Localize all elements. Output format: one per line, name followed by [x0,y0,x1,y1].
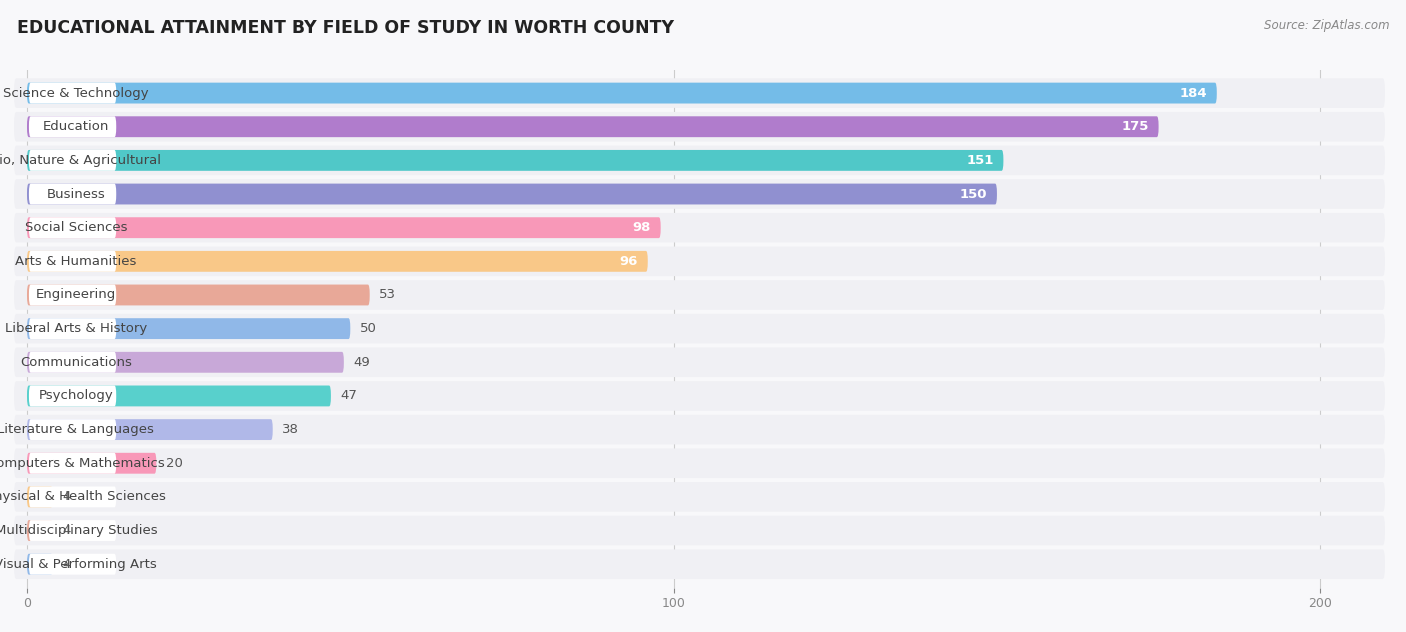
FancyBboxPatch shape [30,453,117,473]
FancyBboxPatch shape [14,179,1385,209]
FancyBboxPatch shape [30,184,117,205]
FancyBboxPatch shape [14,482,1385,512]
Text: Education: Education [42,120,110,133]
Text: 184: 184 [1180,87,1208,100]
FancyBboxPatch shape [27,251,648,272]
FancyBboxPatch shape [30,150,117,171]
Text: Social Sciences: Social Sciences [24,221,127,234]
FancyBboxPatch shape [27,352,344,373]
Text: 4: 4 [62,524,70,537]
Text: 53: 53 [380,288,396,301]
Text: Physical & Health Sciences: Physical & Health Sciences [0,490,166,504]
FancyBboxPatch shape [14,280,1385,310]
Text: Literature & Languages: Literature & Languages [0,423,155,436]
Text: 49: 49 [353,356,370,369]
FancyBboxPatch shape [30,284,117,305]
FancyBboxPatch shape [27,487,53,507]
FancyBboxPatch shape [30,251,117,272]
FancyBboxPatch shape [30,386,117,406]
Text: Business: Business [46,188,105,200]
FancyBboxPatch shape [30,83,117,104]
FancyBboxPatch shape [14,415,1385,444]
Text: 175: 175 [1122,120,1149,133]
Text: 98: 98 [633,221,651,234]
Text: 96: 96 [620,255,638,268]
FancyBboxPatch shape [14,449,1385,478]
FancyBboxPatch shape [27,217,661,238]
Text: 20: 20 [166,457,183,470]
Text: Arts & Humanities: Arts & Humanities [15,255,136,268]
Text: EDUCATIONAL ATTAINMENT BY FIELD OF STUDY IN WORTH COUNTY: EDUCATIONAL ATTAINMENT BY FIELD OF STUDY… [17,19,673,37]
Text: 38: 38 [283,423,299,436]
FancyBboxPatch shape [14,348,1385,377]
Text: Bio, Nature & Agricultural: Bio, Nature & Agricultural [0,154,162,167]
FancyBboxPatch shape [14,246,1385,276]
FancyBboxPatch shape [30,554,117,574]
Text: Psychology: Psychology [38,389,114,403]
FancyBboxPatch shape [14,213,1385,243]
FancyBboxPatch shape [14,549,1385,579]
FancyBboxPatch shape [27,150,1004,171]
FancyBboxPatch shape [27,83,1216,104]
FancyBboxPatch shape [14,314,1385,343]
FancyBboxPatch shape [27,318,350,339]
Text: 50: 50 [360,322,377,335]
FancyBboxPatch shape [30,520,117,541]
Text: Visual & Performing Arts: Visual & Performing Arts [0,557,157,571]
FancyBboxPatch shape [27,520,53,541]
FancyBboxPatch shape [27,386,330,406]
FancyBboxPatch shape [27,184,997,205]
FancyBboxPatch shape [27,284,370,305]
FancyBboxPatch shape [30,419,117,440]
Text: Liberal Arts & History: Liberal Arts & History [4,322,148,335]
FancyBboxPatch shape [30,318,117,339]
FancyBboxPatch shape [30,217,117,238]
FancyBboxPatch shape [14,112,1385,142]
Text: 150: 150 [960,188,987,200]
FancyBboxPatch shape [14,516,1385,545]
FancyBboxPatch shape [27,453,156,473]
Text: 4: 4 [62,490,70,504]
Text: Multidisciplinary Studies: Multidisciplinary Studies [0,524,157,537]
Text: Engineering: Engineering [35,288,115,301]
FancyBboxPatch shape [27,419,273,440]
Text: 151: 151 [966,154,994,167]
FancyBboxPatch shape [30,352,117,373]
FancyBboxPatch shape [27,554,53,574]
FancyBboxPatch shape [27,116,1159,137]
FancyBboxPatch shape [14,381,1385,411]
Text: Communications: Communications [20,356,132,369]
Text: 4: 4 [62,557,70,571]
FancyBboxPatch shape [30,116,117,137]
Text: Source: ZipAtlas.com: Source: ZipAtlas.com [1264,19,1389,32]
FancyBboxPatch shape [30,487,117,507]
Text: 47: 47 [340,389,357,403]
Text: Science & Technology: Science & Technology [3,87,149,100]
FancyBboxPatch shape [14,145,1385,175]
FancyBboxPatch shape [14,78,1385,108]
Text: Computers & Mathematics: Computers & Mathematics [0,457,165,470]
